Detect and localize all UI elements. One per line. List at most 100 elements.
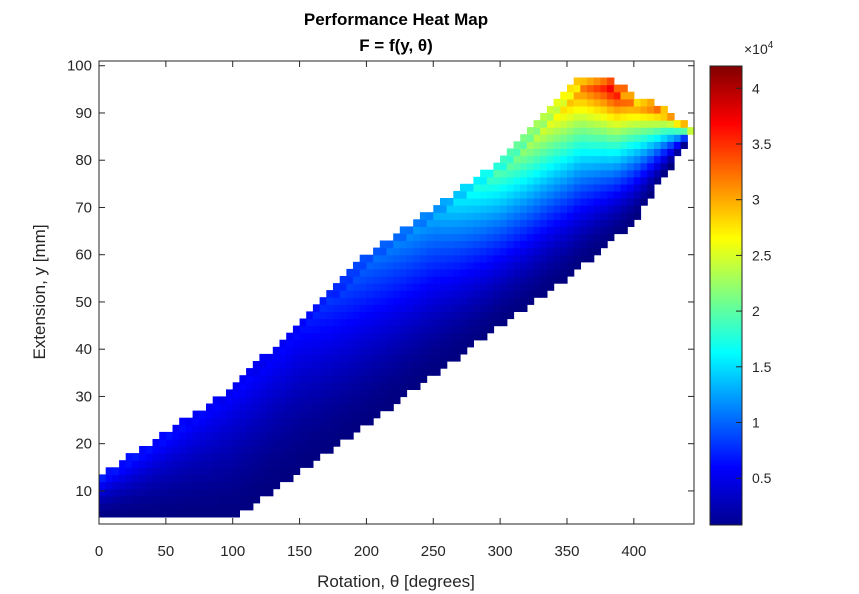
heatmap-cell <box>393 389 401 398</box>
heatmap-cell <box>346 325 354 334</box>
heatmap-cell <box>493 205 501 213</box>
heatmap-cell <box>312 446 321 454</box>
heatmap-cell <box>546 247 555 256</box>
heatmap-cell <box>159 495 167 504</box>
heatmap-cell <box>266 410 274 419</box>
heatmap-cell <box>506 183 515 192</box>
heatmap-cell <box>232 453 240 461</box>
heatmap-cell <box>480 226 488 235</box>
heatmap-cell <box>132 502 140 511</box>
heatmap-cell <box>546 183 555 192</box>
heatmap-cell <box>393 261 401 270</box>
heatmap-cell <box>440 205 448 213</box>
heatmap-cell <box>399 325 408 334</box>
heatmap-cell <box>513 254 521 263</box>
heatmap-cell <box>640 141 648 149</box>
heatmap-cell <box>259 389 267 398</box>
heatmap-cell <box>413 290 421 298</box>
heatmap-cell <box>587 169 595 178</box>
heatmap-cell <box>419 219 428 227</box>
heatmap-cell <box>520 205 528 213</box>
heatmap-cell <box>346 417 354 426</box>
heatmap-cell <box>239 403 247 412</box>
heatmap-cell <box>299 368 307 376</box>
heatmap-cell <box>359 339 367 348</box>
heatmap-cell <box>553 240 561 249</box>
heatmap-cell <box>159 431 167 440</box>
heatmap-cell <box>526 190 535 199</box>
heatmap-cell <box>373 403 381 412</box>
heatmap-cell <box>206 439 214 447</box>
heatmap-cell <box>266 361 274 369</box>
heatmap-cell <box>500 169 508 178</box>
heatmap-cell <box>633 127 642 135</box>
heatmap-cell <box>580 84 588 93</box>
heatmap-cell <box>513 304 521 312</box>
heatmap-cell <box>199 502 207 511</box>
heatmap-cell <box>440 254 448 263</box>
heatmap-cell <box>600 141 608 149</box>
heatmap-cell <box>466 268 474 277</box>
heatmap-cell <box>112 495 120 504</box>
heatmap-cell <box>520 247 528 256</box>
heatmap-cell <box>179 467 187 475</box>
heatmap-cell <box>399 233 408 242</box>
heatmap-cell <box>359 403 367 412</box>
heatmap-cell <box>239 502 247 511</box>
heatmap-cell <box>373 346 381 355</box>
colorbar-exponent-power: 4 <box>768 40 774 51</box>
heatmap-cell <box>353 353 361 362</box>
heatmap-cell <box>506 311 515 320</box>
heatmap-cell <box>627 162 635 171</box>
heatmap-cell <box>132 488 140 497</box>
heatmap-cell <box>406 382 414 390</box>
heatmap-cell <box>246 375 254 383</box>
heatmap-cell <box>460 318 468 327</box>
heatmap-cell <box>112 509 120 518</box>
heatmap-cell <box>326 382 334 390</box>
heatmap-cell <box>580 226 588 235</box>
heatmap-cell <box>520 240 528 249</box>
heatmap-cell <box>567 205 575 213</box>
heatmap-cell <box>199 417 207 426</box>
heatmap-cells <box>99 77 695 518</box>
heatmap-cell <box>546 113 555 121</box>
heatmap-cell <box>560 276 568 284</box>
heatmap-cell <box>172 509 180 518</box>
x-tick-label: 100 <box>220 543 245 560</box>
heatmap-cell <box>440 247 448 256</box>
heatmap-cell <box>386 339 394 348</box>
heatmap-cell <box>406 332 414 341</box>
heatmap-cell <box>526 283 535 291</box>
heatmap-cell <box>440 283 448 291</box>
heatmap-cell <box>99 509 107 518</box>
heatmap-cell <box>440 212 448 220</box>
heatmap-cell <box>546 190 555 199</box>
heatmap-cell <box>480 169 488 178</box>
heatmap-cell <box>125 460 133 468</box>
heatmap-cell <box>660 148 668 157</box>
heatmap-cell <box>306 318 314 327</box>
heatmap-cell <box>540 141 548 149</box>
heatmap-cell <box>620 127 628 135</box>
heatmap-cell <box>493 190 501 199</box>
heatmap-cell <box>366 410 374 419</box>
heatmap-cell <box>393 375 401 383</box>
heatmap-cell <box>399 318 408 327</box>
heatmap-cell <box>433 332 441 341</box>
heatmap-cell <box>399 276 408 284</box>
heatmap-cell <box>319 431 327 440</box>
heatmap-cell <box>607 212 615 220</box>
heatmap-cell <box>199 488 207 497</box>
heatmap-cell <box>212 417 220 426</box>
heatmap-cell <box>553 120 561 128</box>
heatmap-cell <box>493 183 501 192</box>
heatmap-cell <box>560 148 568 157</box>
chart-title: Performance Heat Map <box>304 10 488 29</box>
heatmap-cell <box>533 148 541 157</box>
heatmap-cell <box>132 453 140 461</box>
heatmap-cell <box>359 318 367 327</box>
heatmap-cell <box>440 304 448 312</box>
heatmap-cell <box>353 361 361 369</box>
heatmap-cell <box>199 424 207 433</box>
